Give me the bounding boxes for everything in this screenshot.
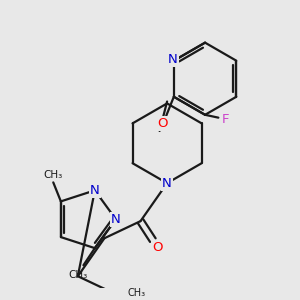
Text: O: O bbox=[157, 117, 168, 130]
Text: N: N bbox=[162, 177, 172, 190]
Text: CH₃: CH₃ bbox=[44, 170, 63, 180]
Text: CH₃: CH₃ bbox=[68, 270, 87, 280]
Text: N: N bbox=[90, 184, 100, 197]
Text: O: O bbox=[152, 241, 163, 254]
Text: F: F bbox=[222, 113, 230, 126]
Text: N: N bbox=[111, 213, 121, 226]
Text: N: N bbox=[168, 53, 178, 66]
Text: CH₃: CH₃ bbox=[127, 288, 145, 298]
